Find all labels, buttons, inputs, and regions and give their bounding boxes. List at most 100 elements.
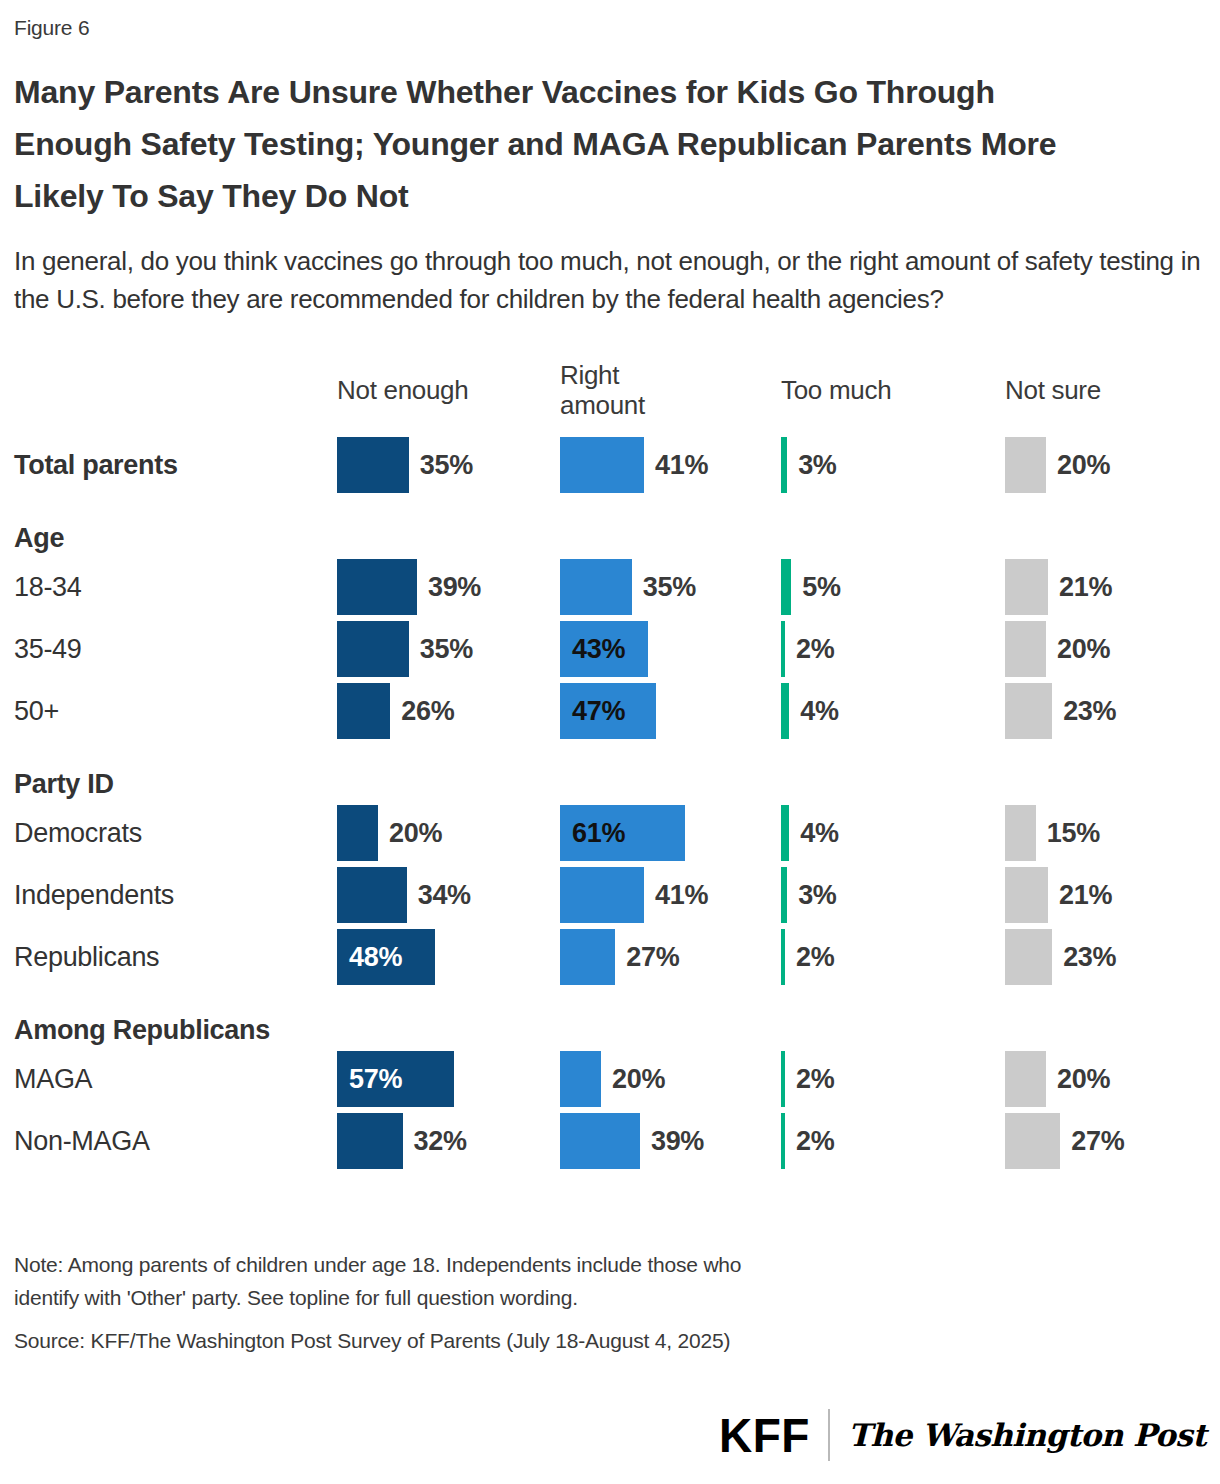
row-label: MAGA [14, 1064, 337, 1095]
value-label: 4% [800, 696, 838, 727]
bar [1005, 437, 1046, 493]
bar-cell: 48% [337, 926, 560, 988]
bar-cell: 39% [560, 1110, 781, 1172]
bar-cell: 41% [560, 434, 781, 496]
bar [1005, 559, 1048, 615]
value-label: 39% [651, 1126, 704, 1157]
bar [781, 621, 785, 677]
row-label: 18-34 [14, 572, 337, 603]
bar [560, 559, 632, 615]
bar-cell: 32% [337, 1110, 560, 1172]
bar [781, 929, 785, 985]
chart-row: MAGA57% 20% 2% 20% [14, 1048, 1206, 1110]
bar-cell: 27% [1005, 1110, 1206, 1172]
section-header-label: Age [14, 523, 64, 554]
bar-cell: 35% [337, 618, 560, 680]
value-label: 15% [1047, 818, 1100, 849]
value-label: 27% [1071, 1126, 1124, 1157]
value-label: 3% [798, 450, 836, 481]
bar-cell: 20% [560, 1048, 781, 1110]
value-label: 20% [1057, 450, 1110, 481]
value-label: 34% [418, 880, 471, 911]
bar-cell: 2% [781, 1110, 1005, 1172]
value-label: 20% [1057, 634, 1110, 665]
section-header-label: Party ID [14, 769, 114, 800]
chart-subtitle: In general, do you think vaccines go thr… [14, 242, 1206, 318]
chart-row: 50+26%47%4%23% [14, 680, 1206, 742]
section-header: Age [14, 500, 1206, 556]
bar [337, 621, 409, 677]
chart-row: Democrats20%61%4%15% [14, 802, 1206, 864]
note-text: Note: Among parents of children under ag… [14, 1248, 754, 1314]
bar [560, 1113, 640, 1169]
figure-page: Figure 6 Many Parents Are Unsure Whether… [0, 0, 1220, 1484]
bar-cell: 20% [1005, 618, 1206, 680]
bar-cell: 21% [1005, 864, 1206, 926]
row-label: Independents [14, 880, 337, 911]
bar-cell: 5% [781, 556, 1005, 618]
bar-cell: 2% [781, 1048, 1005, 1110]
bar-cell: 27% [560, 926, 781, 988]
value-label: 27% [626, 942, 679, 973]
row-label: Total parents [14, 450, 337, 481]
logo-divider [828, 1409, 830, 1461]
chart-row: 35-4935%43%2%20% [14, 618, 1206, 680]
bar-cell: 20% [1005, 434, 1206, 496]
section-header-label: Among Republicans [14, 1015, 270, 1046]
bar [781, 683, 789, 739]
bar [560, 437, 644, 493]
bar [1005, 1051, 1046, 1107]
value-label: 20% [1057, 1064, 1110, 1095]
value-label: 61% [572, 818, 625, 849]
value-label: 35% [420, 634, 473, 665]
bar [337, 1113, 403, 1169]
bar [781, 867, 787, 923]
column-header-not-enough: Not enough [337, 375, 560, 405]
bar [337, 559, 417, 615]
row-label: Non-MAGA [14, 1126, 337, 1157]
value-label: 26% [401, 696, 454, 727]
bar [560, 1051, 601, 1107]
value-label: 43% [572, 634, 625, 665]
bar [337, 683, 390, 739]
value-label: 41% [655, 450, 708, 481]
value-label: 23% [1063, 696, 1116, 727]
chart-rows: Total parents35%41%3%20%Age18-3439%35%5%… [14, 434, 1206, 1172]
logo-cluster: KFF The Washington Post [719, 1408, 1206, 1462]
chart-row: 18-34 39% 35%5%21% [14, 556, 1206, 618]
value-label: 4% [800, 818, 838, 849]
bar-cell: 20% [337, 802, 560, 864]
bar-cell: 23% [1005, 926, 1206, 988]
bar [1005, 805, 1036, 861]
section-header: Among Republicans [14, 992, 1206, 1048]
bar [1005, 621, 1046, 677]
value-label: 21% [1059, 880, 1112, 911]
value-label: 23% [1063, 942, 1116, 973]
bar-cell: 15% [1005, 802, 1206, 864]
bar-cell: 43% [560, 618, 781, 680]
value-label: 20% [389, 818, 442, 849]
chart-row: Total parents35%41%3%20% [14, 434, 1206, 496]
value-label: 39% [428, 572, 481, 603]
bar [781, 437, 787, 493]
bar [337, 805, 378, 861]
value-label: 41% [655, 880, 708, 911]
bar-cell: 35% [560, 556, 781, 618]
bar: 43% [560, 621, 648, 677]
bar-cell: 41% [560, 864, 781, 926]
source-text: Source: KFF/The Washington Post Survey o… [14, 1324, 754, 1357]
bar-cell: 2% [781, 618, 1005, 680]
bar-cell: 34% [337, 864, 560, 926]
bar-cell: 21% [1005, 556, 1206, 618]
bar-cell: 26% [337, 680, 560, 742]
bar: 48% [337, 929, 435, 985]
bar-cell: 47% [560, 680, 781, 742]
bar-cell: 57% [337, 1048, 560, 1110]
column-header-too-much: Too much [781, 375, 1005, 405]
bar [1005, 929, 1052, 985]
value-label: 2% [796, 1064, 834, 1095]
bar [781, 1051, 785, 1107]
bar [1005, 1113, 1060, 1169]
bar: 57% [337, 1051, 454, 1107]
bar-cell: 20% [1005, 1048, 1206, 1110]
